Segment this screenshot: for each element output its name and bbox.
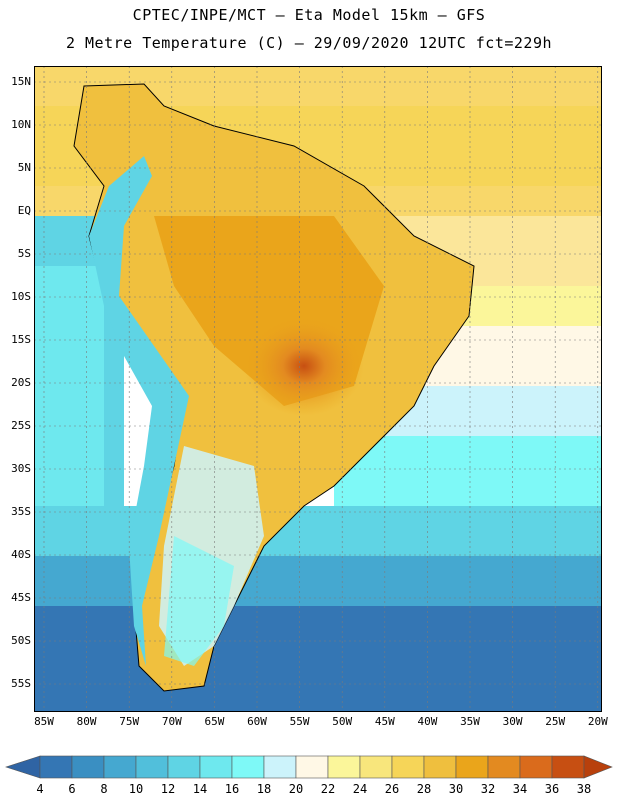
colorbar-segment bbox=[519, 755, 553, 779]
colorbar-segment bbox=[391, 755, 425, 779]
lat-tick-label: 10N bbox=[11, 118, 31, 131]
lon-tick-label: 85W bbox=[34, 715, 54, 728]
lon-tick-label: 40W bbox=[417, 715, 438, 728]
colorbar-segment bbox=[167, 755, 201, 779]
lat-tick-label: 15S bbox=[11, 333, 31, 346]
lat-tick-label: 40S bbox=[11, 548, 31, 561]
colorbar-segment bbox=[199, 755, 233, 779]
colorbar-segment bbox=[423, 755, 457, 779]
lon-tick-label: 60W bbox=[247, 715, 267, 728]
lat-tick-label: 35S bbox=[11, 505, 31, 518]
lat-tick-label: 55S bbox=[11, 677, 31, 690]
lon-tick-label: 20W bbox=[587, 715, 608, 728]
colorbar-tick-label: 18 bbox=[256, 782, 272, 796]
colorbar-tick-label: 8 bbox=[100, 782, 108, 796]
lon-tick-label: 75W bbox=[119, 715, 140, 728]
map-border bbox=[34, 66, 602, 712]
lon-tick-label: 30W bbox=[502, 715, 523, 728]
lat-tick-label: EQ bbox=[17, 204, 31, 217]
colorbar-segment bbox=[135, 755, 169, 779]
temperature-map bbox=[34, 66, 602, 712]
lat-tick-label: 25S bbox=[11, 419, 31, 432]
colorbar-segment bbox=[39, 755, 73, 779]
colorbar-tick-label: 26 bbox=[384, 782, 400, 796]
colorbar-tick-label: 20 bbox=[288, 782, 304, 796]
lat-tick-label: 5N bbox=[17, 161, 31, 174]
lon-tick-label: 45W bbox=[374, 715, 395, 728]
colorbar-segment bbox=[359, 755, 393, 779]
colorbar-tick-label: 28 bbox=[416, 782, 432, 796]
color-legend bbox=[5, 755, 613, 779]
colorbar-segment bbox=[487, 755, 521, 779]
colorbar-segment bbox=[231, 755, 265, 779]
colorbar-tick-label: 12 bbox=[160, 782, 176, 796]
lon-tick-label: 35W bbox=[460, 715, 480, 728]
colorbar-high-arrow bbox=[583, 755, 613, 779]
colorbar-segment bbox=[455, 755, 489, 779]
title-line-1: CPTEC/INPE/MCT – Eta Model 15km – GFS bbox=[132, 6, 486, 24]
colorbar-tick-label: 38 bbox=[576, 782, 592, 796]
lon-tick-label: 80W bbox=[76, 715, 97, 728]
lat-tick-label: 15N bbox=[11, 75, 31, 88]
lat-tick-label: 20S bbox=[11, 376, 31, 389]
colorbar-tick-label: 22 bbox=[320, 782, 336, 796]
lon-tick-label: 25W bbox=[545, 715, 566, 728]
lon-tick-label: 50W bbox=[332, 715, 353, 728]
colorbar-tick-label: 30 bbox=[448, 782, 464, 796]
colorbar-tick-label: 36 bbox=[544, 782, 560, 796]
colorbar-segment bbox=[295, 755, 329, 779]
south-america-landmass bbox=[73, 83, 475, 692]
colorbar-tick-label: 14 bbox=[192, 782, 208, 796]
colorbar-tick-label: 10 bbox=[128, 782, 144, 796]
colorbar-tick-label: 6 bbox=[68, 782, 76, 796]
lat-tick-label: 5S bbox=[17, 247, 31, 260]
colorbar-low-arrow bbox=[5, 755, 41, 779]
title-line-2: 2 Metre Temperature (C) – 29/09/2020 12U… bbox=[65, 34, 553, 52]
colorbar-segment bbox=[103, 755, 137, 779]
colorbar-tick-label: 16 bbox=[224, 782, 240, 796]
lon-tick-label: 55W bbox=[289, 715, 310, 728]
colorbar-tick-label: 32 bbox=[480, 782, 496, 796]
lon-tick-label: 70W bbox=[161, 715, 182, 728]
colorbar-segment bbox=[551, 755, 585, 779]
colorbar-tick-label: 4 bbox=[36, 782, 44, 796]
colorbar-tick-label: 34 bbox=[512, 782, 528, 796]
lat-tick-label: 10S bbox=[11, 290, 31, 303]
colorbar-tick-label: 24 bbox=[352, 782, 368, 796]
colorbar-segment bbox=[327, 755, 361, 779]
colorbar-segment bbox=[71, 755, 105, 779]
lon-tick-label: 65W bbox=[204, 715, 225, 728]
lat-tick-label: 50S bbox=[11, 634, 31, 647]
lat-tick-label: 45S bbox=[11, 591, 31, 604]
colorbar-segment bbox=[263, 755, 297, 779]
lat-tick-label: 30S bbox=[11, 462, 31, 475]
